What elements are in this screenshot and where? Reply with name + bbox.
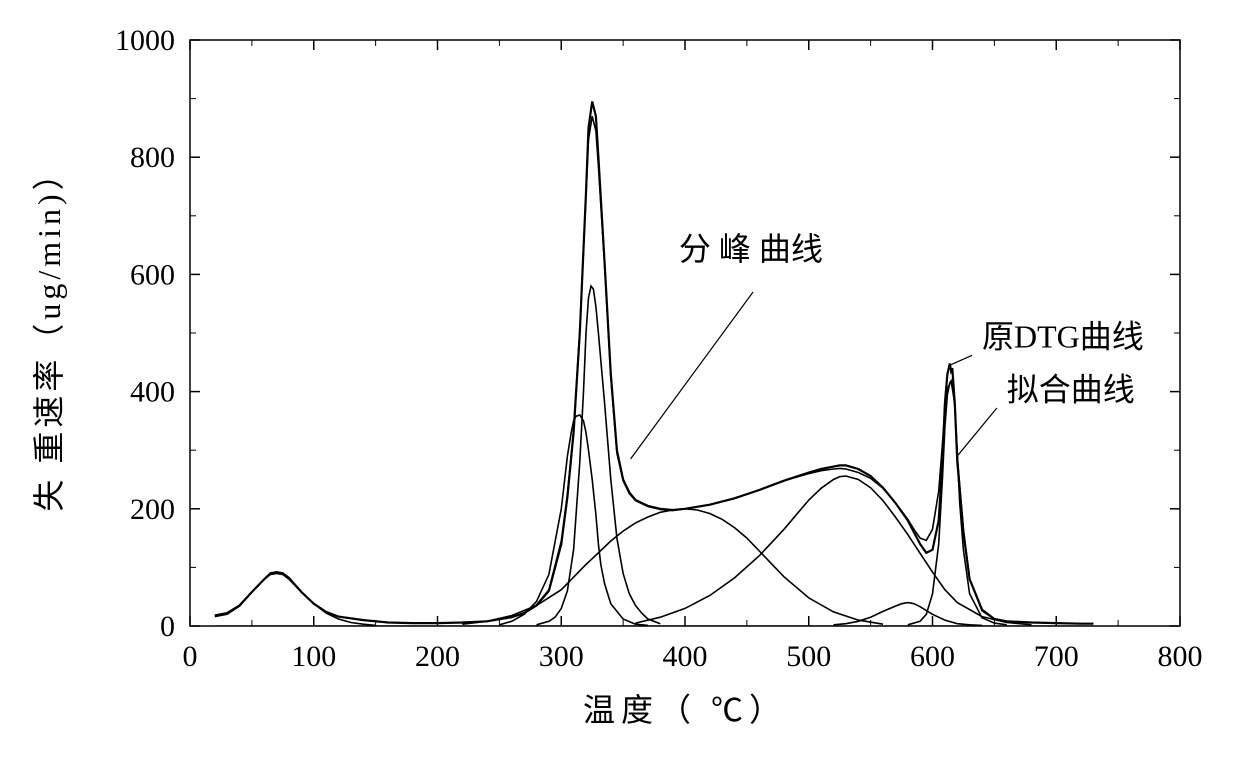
component-peak-curve bbox=[908, 381, 1007, 625]
annotation-leader bbox=[957, 408, 997, 456]
x-tick-label: 100 bbox=[291, 640, 336, 673]
x-axis-title: 温度（ ℃） bbox=[583, 692, 787, 728]
dtg-chart: 0 100 200 300 400 500 600 700 800 0 200 400 600 800 10… bbox=[0, 0, 1240, 766]
component-peak-curve bbox=[834, 603, 983, 626]
y-tick-label: 800 bbox=[130, 141, 175, 174]
fit-curve bbox=[215, 116, 1094, 624]
component-peak-curve bbox=[462, 509, 883, 624]
annotation-leader bbox=[950, 355, 972, 365]
annotation-label: 原DTG曲线 bbox=[982, 319, 1144, 355]
y-axis-title: 失 重速率（ug/min)） bbox=[31, 154, 67, 511]
x-tick-label: 200 bbox=[415, 640, 460, 673]
y-tick-label: 0 bbox=[160, 610, 175, 643]
x-tick-label: 0 bbox=[183, 640, 198, 673]
annotation-label: 拟合曲线 bbox=[1007, 371, 1135, 407]
annotation-leader bbox=[631, 292, 754, 459]
component-peak-curve bbox=[537, 286, 661, 625]
annotation-label: 分 峰 曲线 bbox=[679, 231, 823, 267]
x-tick-label: 700 bbox=[1034, 640, 1079, 673]
y-tick-label: 200 bbox=[130, 493, 175, 526]
y-tick-label: 1000 bbox=[115, 24, 175, 57]
dtg-curve bbox=[215, 102, 1094, 624]
y-tick-label: 400 bbox=[130, 376, 175, 409]
y-tick-label: 600 bbox=[130, 258, 175, 291]
x-tick-label: 400 bbox=[663, 640, 708, 673]
component-peak-curve bbox=[636, 476, 1032, 625]
x-tick-label: 300 bbox=[539, 640, 584, 673]
component-peak-curve bbox=[499, 415, 648, 625]
x-tick-label: 600 bbox=[910, 640, 955, 673]
x-tick-label: 500 bbox=[786, 640, 831, 673]
x-tick-label: 800 bbox=[1158, 640, 1203, 673]
